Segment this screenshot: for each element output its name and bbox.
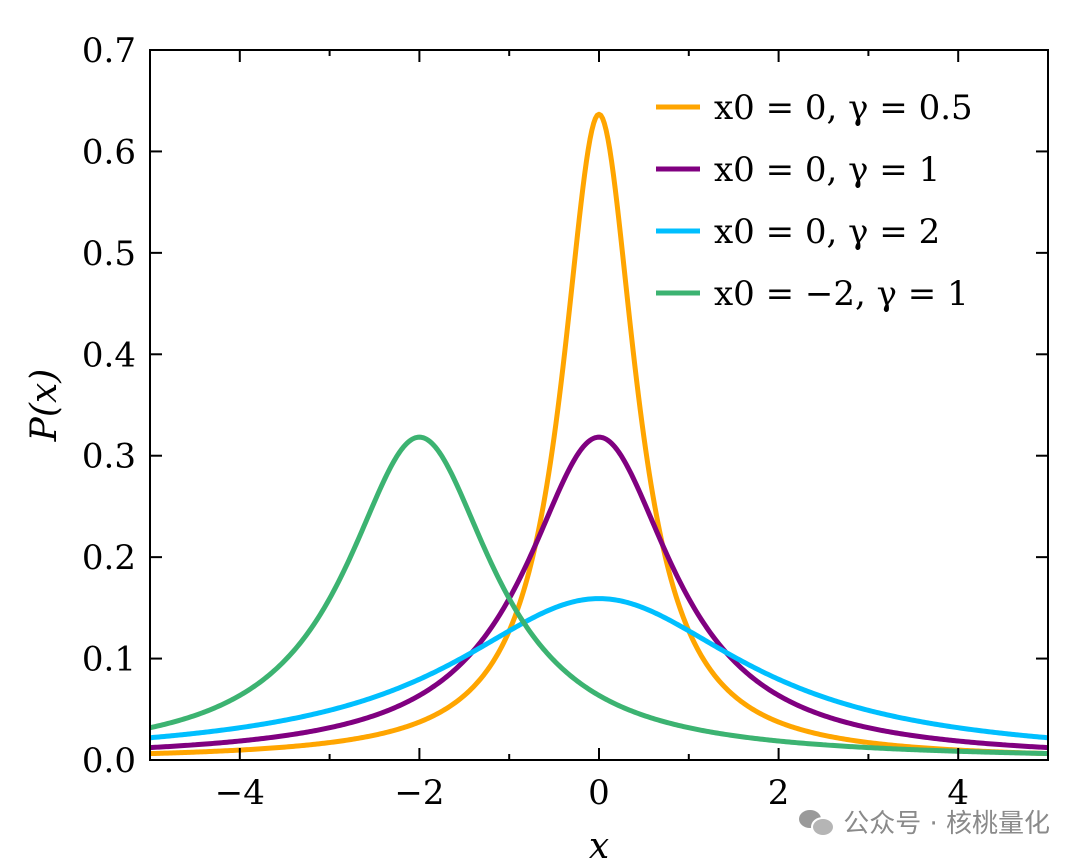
legend-label-4: x0 = −2, γ = 1	[714, 274, 969, 314]
series-layer	[149, 111, 1049, 757]
series-line-3	[149, 596, 1049, 741]
series-line-4	[149, 434, 1049, 757]
y-tick-label: 0.7	[82, 31, 136, 71]
y-tick-label: 0.5	[82, 234, 136, 274]
legend-label-3: x0 = 0, γ = 2	[714, 212, 940, 252]
y-tick-label: 0.0	[82, 741, 136, 781]
series-line-1	[149, 111, 1049, 757]
wechat-icon	[799, 808, 836, 837]
x-tick-label: 2	[768, 773, 790, 813]
x-tick-label: 4	[947, 773, 969, 813]
y-tick-label: 0.2	[82, 538, 136, 578]
legend: x0 = 0, γ = 0.5 x0 = 0, γ = 1 x0 = 0, γ = …	[656, 88, 973, 314]
watermark: 公众号 · 核桃量化	[799, 803, 1050, 840]
x-tick-label: −4	[215, 773, 265, 813]
legend-label-2: x0 = 0, γ = 1	[714, 150, 940, 190]
ticks-layer	[149, 49, 1049, 761]
watermark-text: 公众号 · 核桃量化	[843, 809, 1050, 839]
y-axis-label: P(x)	[24, 369, 65, 443]
y-tick-label: 0.1	[82, 640, 136, 680]
x-axis-label: x	[589, 826, 609, 864]
x-tick-label: −2	[394, 773, 444, 813]
y-tick-label: 0.6	[82, 132, 136, 172]
y-tick-label: 0.4	[82, 335, 136, 375]
legend-label-1: x0 = 0, γ = 0.5	[714, 88, 973, 128]
y-tick-label: 0.3	[82, 437, 136, 477]
tick-labels: −4 −2 0 2 4 0.0 0.1 0.2 0.3 0.4 0.5 0.6 0.7	[82, 31, 969, 813]
series-line-2	[149, 434, 1049, 751]
x-tick-label: 0	[588, 773, 610, 813]
